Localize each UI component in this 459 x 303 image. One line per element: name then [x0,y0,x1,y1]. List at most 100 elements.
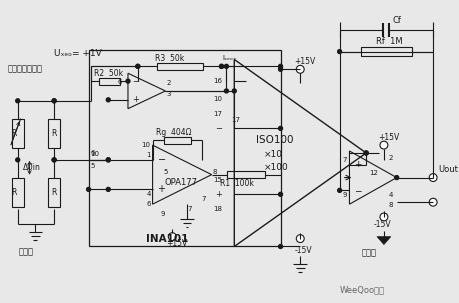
Text: ×100: ×100 [263,163,288,172]
Text: +: + [157,185,165,195]
Circle shape [106,158,110,162]
Text: 2: 2 [388,155,392,161]
Text: R: R [51,129,57,138]
Text: INA101: INA101 [146,234,188,244]
Text: 16: 16 [213,78,222,84]
Bar [89,50,280,247]
Bar [12,118,23,148]
Circle shape [126,79,129,83]
Circle shape [106,188,110,191]
Circle shape [224,89,228,93]
Circle shape [364,151,367,155]
Text: 5: 5 [162,169,167,175]
Circle shape [278,245,282,248]
Text: 输出地: 输出地 [361,248,376,257]
Circle shape [337,50,341,54]
Text: R: R [11,129,17,138]
Text: Cf: Cf [392,15,400,25]
Bar [48,118,60,148]
Circle shape [86,188,90,191]
Circle shape [428,198,436,206]
Circle shape [52,99,56,103]
Text: 6: 6 [146,201,150,207]
Circle shape [364,151,367,155]
Circle shape [168,233,176,241]
Text: 4: 4 [388,192,392,198]
Polygon shape [376,237,390,245]
Text: +: + [353,160,361,169]
Text: R: R [11,188,17,197]
Text: 10: 10 [90,151,99,157]
Circle shape [232,89,236,93]
Bar [360,47,411,56]
Text: OPA177: OPA177 [164,178,197,187]
Text: 2: 2 [166,80,170,86]
Circle shape [296,235,303,243]
Text: 17: 17 [231,118,240,124]
Text: 12: 12 [369,170,377,176]
Text: 6: 6 [118,79,122,85]
Text: 8: 8 [388,202,392,208]
Text: ISO100: ISO100 [255,135,293,145]
Text: WeeQoo推库: WeeQoo推库 [339,285,384,294]
Text: 9: 9 [160,211,165,217]
Bar [12,178,23,207]
Text: +15V: +15V [377,133,398,142]
Circle shape [379,213,387,221]
Text: R: R [51,188,57,197]
Text: ΔUin: ΔUin [22,163,40,172]
Circle shape [278,64,282,68]
Circle shape [16,158,20,162]
Text: 4: 4 [146,191,150,197]
Circle shape [219,64,223,68]
Text: 8: 8 [212,169,217,175]
Circle shape [106,158,110,162]
Text: −: − [353,186,361,195]
Circle shape [219,64,223,68]
Circle shape [106,98,110,102]
Circle shape [224,64,228,68]
Circle shape [428,174,436,181]
Text: −: − [215,124,222,133]
Text: +: + [132,95,139,104]
Text: 1: 1 [146,152,150,158]
Bar [227,171,264,178]
Text: −: − [157,155,165,165]
Circle shape [52,158,56,162]
Text: +: + [215,190,222,199]
Bar [48,178,60,207]
Text: Uout: Uout [437,165,457,174]
Text: 18: 18 [213,206,222,212]
Text: −: − [132,78,139,87]
Bar [163,137,190,144]
Text: 电桥激励传感器: 电桥激励传感器 [8,65,43,74]
Text: 输入地: 输入地 [18,247,33,256]
Text: -15V: -15V [373,220,391,229]
Circle shape [394,176,398,180]
Text: Iₓₑₒ₊: Iₓₑₒ₊ [222,55,237,62]
Text: Rg  404Ω: Rg 404Ω [155,128,190,137]
Text: 7: 7 [202,196,206,202]
Text: 7: 7 [187,206,191,212]
Circle shape [430,176,434,180]
Text: 15: 15 [213,177,222,182]
Text: 9: 9 [341,192,346,198]
Circle shape [337,188,341,192]
Text: +15V: +15V [294,57,315,66]
Circle shape [278,126,282,130]
Text: -15V: -15V [294,246,311,255]
Text: 3: 3 [166,91,170,97]
Text: R2  50k: R2 50k [93,69,123,78]
Text: Uₓₑₒ= +1V: Uₓₑₒ= +1V [54,49,102,58]
Text: R1  100k: R1 100k [219,179,253,188]
Text: R3  50k: R3 50k [154,54,184,63]
Text: 10: 10 [141,142,150,148]
Text: Rf  1M: Rf 1M [375,37,402,46]
Text: 17: 17 [213,111,222,117]
Bar [157,63,202,70]
Circle shape [16,99,20,103]
Text: ×10: ×10 [263,151,282,159]
Text: 7: 7 [341,157,346,163]
Circle shape [135,64,140,68]
Circle shape [296,65,303,73]
